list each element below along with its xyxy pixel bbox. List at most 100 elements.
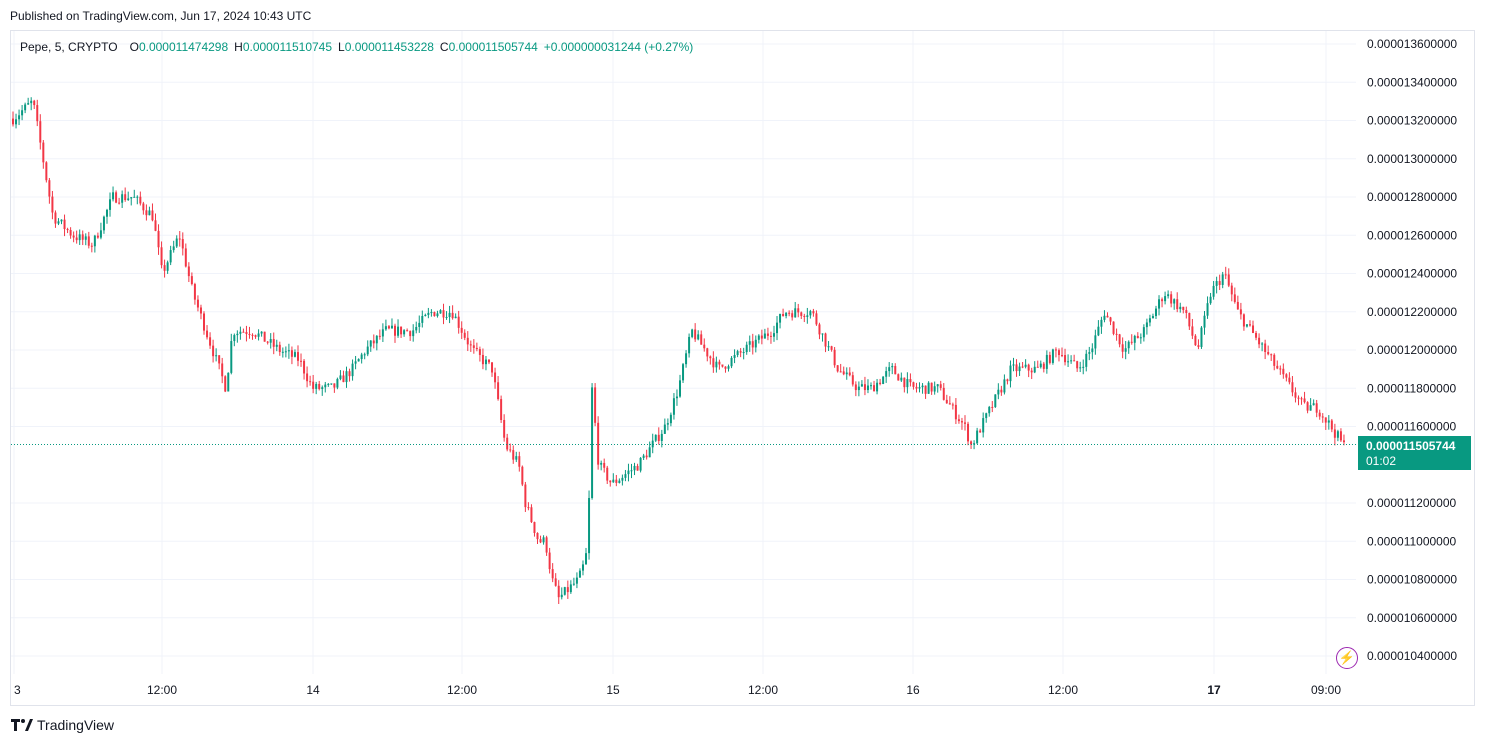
candle-body bbox=[1194, 335, 1197, 346]
candle-body bbox=[997, 389, 1000, 395]
candle-body bbox=[1288, 377, 1291, 383]
candle-body bbox=[1094, 335, 1097, 349]
candle-body bbox=[1115, 333, 1118, 335]
candle-body bbox=[991, 406, 994, 408]
candle-body bbox=[994, 394, 997, 408]
candle-body bbox=[1285, 374, 1288, 378]
candle-body bbox=[127, 198, 130, 201]
candle-body bbox=[1303, 398, 1306, 403]
candle-body bbox=[1224, 274, 1227, 276]
candle-body bbox=[160, 247, 163, 266]
candle-body bbox=[624, 474, 627, 478]
candle-body bbox=[209, 337, 212, 346]
candle-body bbox=[315, 383, 318, 389]
candle-body bbox=[551, 569, 554, 579]
candle-body bbox=[42, 142, 45, 163]
time-tick-label: 12:00 bbox=[147, 683, 177, 697]
candle-body bbox=[503, 419, 506, 438]
candle-body bbox=[809, 311, 812, 316]
candle-body bbox=[921, 385, 924, 388]
candle-body bbox=[1321, 416, 1324, 418]
candle-body bbox=[976, 430, 979, 444]
published-caption: Published on TradingView.com, Jun 17, 20… bbox=[10, 9, 312, 23]
candle-body bbox=[15, 119, 18, 125]
candle-body bbox=[390, 325, 393, 329]
candle-body bbox=[948, 403, 951, 405]
candle-body bbox=[1054, 349, 1057, 351]
candle-body bbox=[136, 196, 139, 198]
candle-body bbox=[736, 351, 739, 356]
candle-body bbox=[472, 345, 475, 348]
candle-body bbox=[945, 399, 948, 404]
candle-body bbox=[1148, 318, 1151, 323]
candle-body bbox=[912, 382, 915, 387]
candle-body bbox=[500, 399, 503, 420]
candle-body bbox=[475, 347, 478, 350]
candle-body bbox=[187, 266, 190, 277]
candle-body bbox=[657, 434, 660, 441]
price-tick-label: 0.000011200000 bbox=[1367, 496, 1457, 510]
candle-body bbox=[876, 382, 879, 392]
candle-body bbox=[509, 449, 512, 451]
candle-body bbox=[269, 339, 272, 343]
candle-body bbox=[90, 245, 93, 247]
candle-body bbox=[1021, 366, 1024, 368]
candle-body bbox=[933, 386, 936, 392]
last-price-value: 0.000011505744 bbox=[1366, 439, 1456, 453]
candle-body bbox=[830, 346, 833, 350]
candle-body bbox=[1233, 294, 1236, 302]
candle-body bbox=[463, 332, 466, 338]
candle-body bbox=[293, 352, 296, 357]
candle-body bbox=[1161, 299, 1164, 302]
candle-body bbox=[230, 341, 233, 373]
candle-body bbox=[1006, 379, 1009, 382]
high-value: 0.000011510745 bbox=[242, 40, 333, 54]
candle-body bbox=[497, 382, 500, 400]
candle-body bbox=[651, 440, 654, 448]
candle-body bbox=[524, 484, 527, 508]
candle-body bbox=[769, 335, 772, 337]
candle-body bbox=[24, 104, 27, 111]
candle-body bbox=[854, 384, 857, 391]
candle-body bbox=[303, 360, 306, 374]
candle-body bbox=[275, 344, 278, 347]
candle-body bbox=[1173, 299, 1176, 304]
candle-body bbox=[679, 380, 681, 397]
candle-body bbox=[951, 404, 954, 406]
price-tick-label: 0.000012600000 bbox=[1367, 228, 1457, 242]
candle-body bbox=[418, 322, 421, 327]
candle-body bbox=[1067, 361, 1070, 363]
candle-body bbox=[1085, 353, 1088, 367]
candle-body bbox=[860, 384, 863, 387]
candle-body bbox=[1024, 364, 1027, 367]
candle-body bbox=[469, 344, 472, 346]
time-axis: 3 12:00 14 12:00 15 12:00 16 12:00 17 09:00 bbox=[14, 683, 1341, 697]
candle-body bbox=[612, 479, 615, 483]
candle-body bbox=[782, 314, 785, 317]
price-tick-label: 0.000012200000 bbox=[1367, 305, 1457, 319]
candle-body bbox=[606, 467, 609, 481]
candle-body bbox=[1218, 281, 1221, 285]
candle-body bbox=[721, 364, 724, 367]
candle-body bbox=[139, 196, 142, 204]
candle-series bbox=[12, 97, 1345, 604]
chart-frame bbox=[10, 30, 1475, 706]
candle-body bbox=[772, 333, 775, 337]
candle-body bbox=[1200, 327, 1203, 347]
candle-body bbox=[18, 115, 21, 120]
candle-body bbox=[621, 477, 624, 481]
candle-body bbox=[557, 585, 560, 598]
candle-body bbox=[445, 316, 448, 318]
candle-body bbox=[1109, 317, 1112, 322]
high-key: H bbox=[234, 40, 243, 54]
last-price-tag: 0.000011505744 01:02 bbox=[1358, 436, 1471, 470]
candle-body bbox=[272, 339, 275, 347]
lightning-icon[interactable]: ⚡ bbox=[1336, 647, 1358, 669]
candle-body bbox=[1206, 303, 1209, 316]
candle-body bbox=[848, 372, 851, 376]
symbol-label[interactable]: Pepe, 5, CRYPTO bbox=[20, 40, 118, 54]
candle-body bbox=[891, 366, 894, 368]
candle-body bbox=[1197, 345, 1200, 347]
time-tick-label: 12:00 bbox=[1048, 683, 1078, 697]
